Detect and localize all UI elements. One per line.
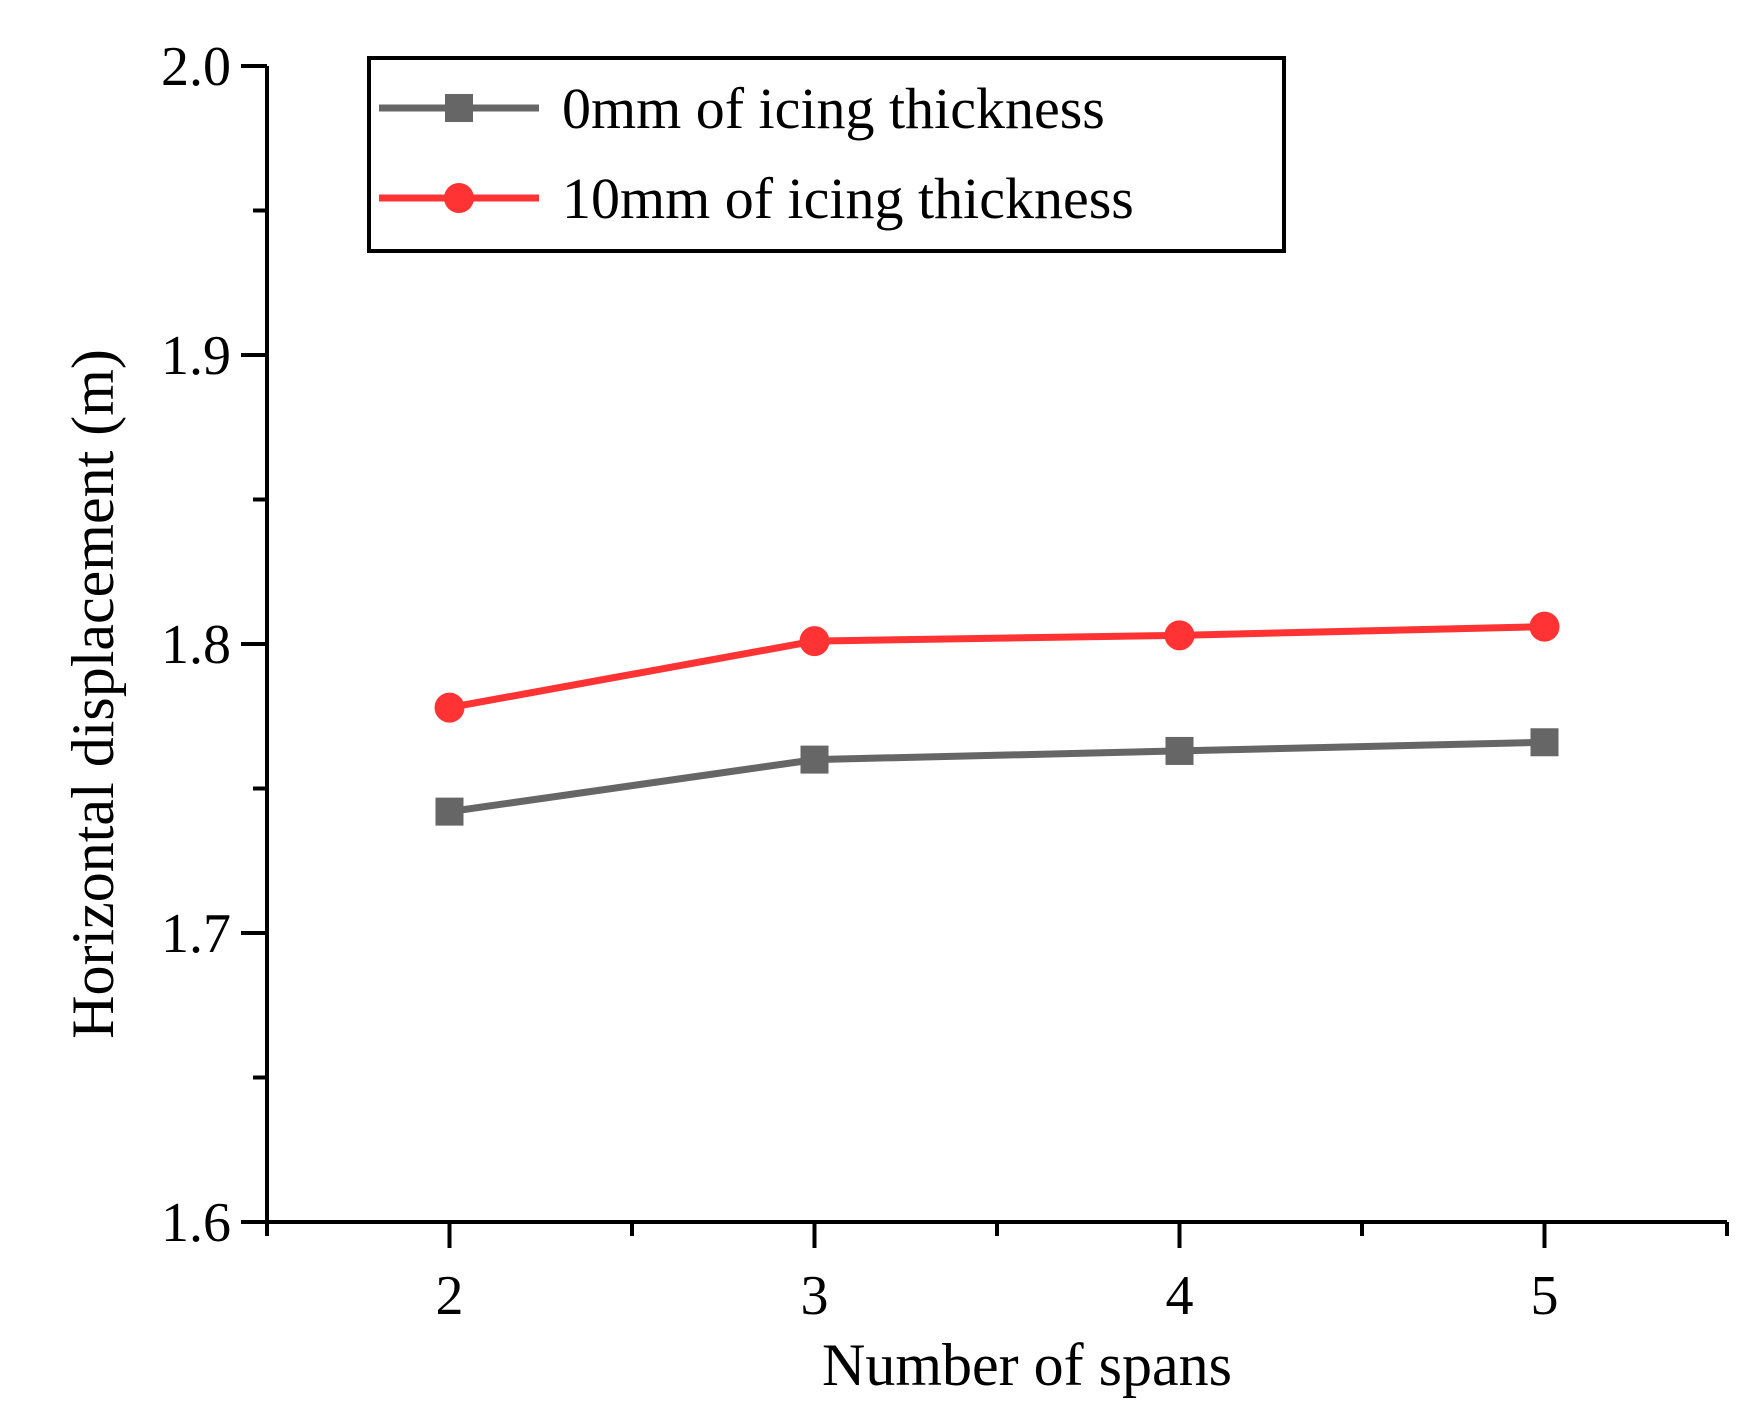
y-tick-label: 1.8	[161, 614, 231, 676]
x-tick-label: 4	[1166, 1265, 1194, 1327]
data-point	[800, 745, 829, 774]
series-0	[435, 728, 1559, 826]
data-point	[799, 626, 830, 657]
series-line	[448, 623, 1545, 712]
y-axis-title: Horizontal displacement (m)	[60, 349, 126, 1039]
x-tick-label: 2	[436, 1265, 464, 1327]
y-tick-label: 1.7	[161, 903, 231, 965]
legend-box	[367, 56, 1286, 253]
data-point	[1529, 611, 1560, 642]
data-point	[1530, 728, 1559, 757]
axes: 1.6 1.7 1.8 1.9 2.0 2 3 4 5	[161, 36, 1729, 1327]
x-tick-label: 3	[801, 1265, 829, 1327]
y-tick-label: 1.6	[161, 1192, 231, 1254]
y-tick-label: 1.9	[161, 325, 231, 387]
data-point	[1164, 620, 1195, 651]
x-axis-title: Number of spans	[822, 1332, 1232, 1398]
legend-label: 0mm of icing thickness	[562, 76, 1105, 141]
y-tick-label: 2.0	[161, 36, 231, 98]
series-layer	[434, 611, 1560, 826]
legend: 0mm of icing thickness 10mm of icing thic…	[367, 56, 1286, 253]
data-point	[434, 692, 465, 723]
x-tick-label: 5	[1531, 1265, 1559, 1327]
legend-marker	[445, 94, 473, 122]
legend-label: 10mm of icing thickness	[562, 166, 1134, 231]
legend-marker	[444, 183, 474, 213]
series-line	[449, 738, 1545, 816]
series-1	[434, 611, 1560, 723]
data-point	[435, 797, 464, 826]
data-point	[1165, 736, 1194, 765]
